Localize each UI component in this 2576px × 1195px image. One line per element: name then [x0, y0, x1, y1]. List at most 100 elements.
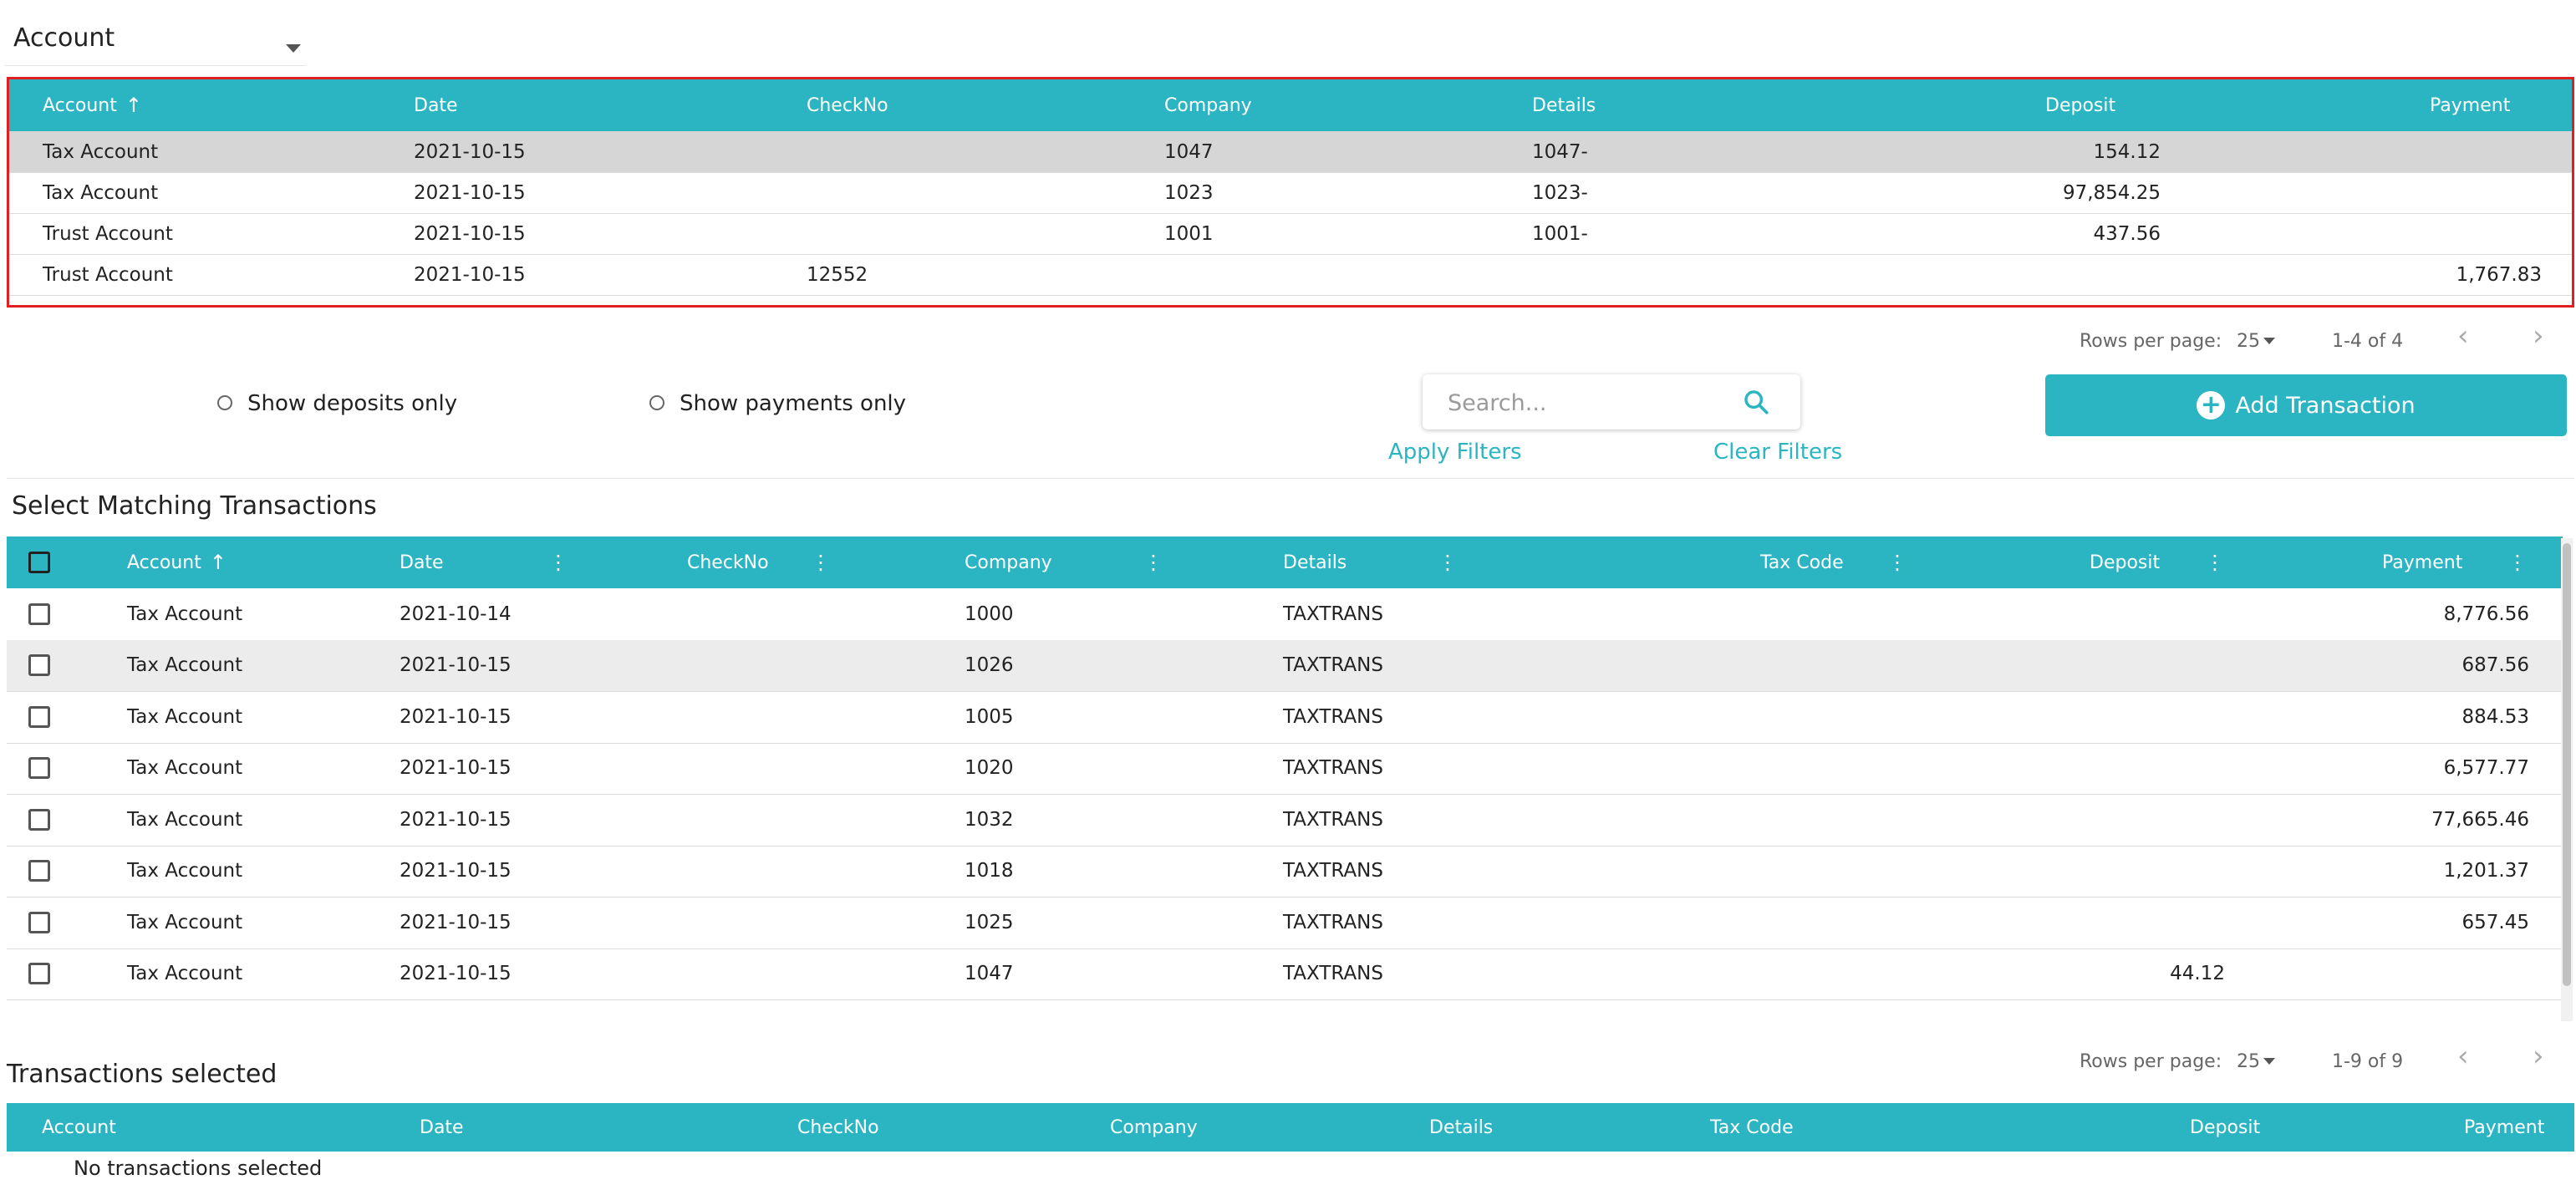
cell-date: 2021-10-15 — [414, 181, 526, 204]
cell-company: 1025 — [965, 911, 1014, 933]
scrollbar-thumb[interactable] — [2563, 543, 2571, 986]
table-row[interactable]: Tax Account 2021-10-15 1018 TAXTRANS 1,201.3… — [7, 846, 2563, 898]
table-row[interactable]: Tax Account 2021-10-15 1025 TAXTRANS 657.45 — [7, 897, 2563, 949]
cell-checkno: 12552 — [807, 263, 868, 286]
table-row[interactable]: Tax Account 2021-10-15 1047 TAXTRANS 44.12 — [7, 948, 2563, 1000]
clear-filters-link[interactable]: Clear Filters — [1713, 440, 1843, 465]
caret-down-icon — [286, 44, 301, 53]
rows-per-page-select[interactable]: 25 — [2237, 1048, 2275, 1075]
row-select-cell — [28, 588, 50, 640]
col-checkno[interactable]: CheckNo — [797, 1116, 879, 1138]
col-payment[interactable]: Payment — [2382, 552, 2463, 573]
payments-only-radio[interactable] — [649, 395, 664, 410]
payments-only-label[interactable]: Show payments only — [680, 391, 907, 416]
row-checkbox[interactable] — [28, 911, 50, 933]
table-row[interactable]: Tax Account 2021-10-14 1000 TAXTRANS 8,776.5… — [7, 588, 2563, 641]
match-section-title: Select Matching Transactions — [12, 491, 377, 521]
cell-company: 1005 — [965, 705, 1014, 728]
arrow-up-icon: ↑ — [125, 94, 142, 117]
table-row[interactable]: Tax Account 2021-10-15 1026 TAXTRANS 687.56 — [7, 639, 2563, 692]
col-deposit[interactable]: Deposit — [2090, 552, 2161, 573]
search-box — [1423, 374, 1800, 430]
cell-company: 1001 — [1164, 222, 1214, 245]
table-row[interactable]: Tax Account 2021-10-15 1023 1023- 97,854.25 — [9, 172, 2572, 214]
col-deposit[interactable]: Deposit — [2190, 1116, 2261, 1138]
row-checkbox[interactable] — [28, 963, 50, 985]
col-details[interactable]: Details — [1532, 94, 1596, 116]
col-date[interactable]: Date — [400, 552, 444, 573]
cell-details: TAXTRANS — [1283, 757, 1383, 780]
select-all-cell — [28, 536, 50, 588]
cell-account: Tax Account — [127, 654, 243, 677]
apply-filters-link[interactable]: Apply Filters — [1388, 440, 1522, 465]
col-tax-code[interactable]: Tax Code — [1710, 1116, 1794, 1138]
cell-date: 2021-10-15 — [400, 911, 512, 933]
rows-per-page-label: Rows per page: — [2080, 330, 2222, 352]
row-checkbox[interactable] — [28, 808, 50, 831]
col-tax-code[interactable]: Tax Code — [1760, 552, 1844, 573]
deposits-only-label[interactable]: Show deposits only — [247, 391, 458, 416]
col-checkno[interactable]: CheckNo — [687, 552, 769, 573]
cell-date: 2021-10-15 — [400, 705, 512, 728]
table-row[interactable]: Trust Account 2021-10-15 12552 1,767.83 — [9, 254, 2572, 296]
table-header: Account Date CheckNo Company Details Tax… — [7, 1103, 2574, 1152]
col-checkno[interactable]: CheckNo — [807, 94, 888, 116]
col-payment[interactable]: Payment — [2464, 1116, 2545, 1138]
account-select[interactable]: Account — [5, 12, 306, 66]
row-checkbox[interactable] — [28, 603, 50, 625]
table-header: Account ↑ Date CheckNo Company Details De… — [9, 79, 2572, 131]
deposits-only-radio[interactable] — [217, 395, 232, 410]
col-date[interactable]: Date — [414, 94, 458, 116]
chevron-right-icon[interactable]: › — [2533, 319, 2544, 353]
col-account[interactable]: Account — [42, 1116, 116, 1138]
rows-per-page-select[interactable]: 25 — [2237, 328, 2275, 354]
kebab-icon[interactable]: ⋮ — [811, 551, 831, 574]
match-pagination: Rows per page: — [2080, 1048, 2222, 1075]
kebab-icon[interactable]: ⋮ — [1887, 551, 1907, 574]
col-payment[interactable]: Payment — [2430, 94, 2511, 116]
cell-payment: 6,577.77 — [2443, 757, 2529, 780]
kebab-icon[interactable]: ⋮ — [2205, 551, 2225, 574]
table-row[interactable]: Tax Account 2021-10-15 1020 TAXTRANS 6,577.7… — [7, 743, 2563, 795]
table-row[interactable]: Tax Account 2021-10-15 1032 TAXTRANS 77,665.… — [7, 794, 2563, 847]
search-icon[interactable] — [1742, 388, 1770, 416]
select-all-checkbox[interactable] — [28, 552, 50, 573]
selected-transactions-table: Account Date CheckNo Company Details Tax… — [7, 1103, 2574, 1195]
plus-circle-icon: + — [2197, 391, 2226, 420]
col-company[interactable]: Company — [1164, 94, 1252, 116]
chevron-left-icon[interactable]: ‹ — [2457, 1040, 2469, 1073]
top-pagination: Rows per page: — [2080, 328, 2222, 354]
search-input[interactable] — [1446, 384, 1725, 421]
col-company[interactable]: Company — [1110, 1116, 1198, 1138]
chevron-right-icon[interactable]: › — [2533, 1040, 2544, 1073]
row-checkbox[interactable] — [28, 705, 50, 728]
row-checkbox[interactable] — [28, 757, 50, 780]
col-account[interactable]: Account ↑ — [43, 94, 142, 117]
row-select-cell — [28, 897, 50, 948]
col-deposit[interactable]: Deposit — [2045, 94, 2116, 116]
col-details[interactable]: Details — [1429, 1116, 1494, 1138]
chevron-left-icon[interactable]: ‹ — [2457, 319, 2469, 353]
kebab-icon[interactable]: ⋮ — [2507, 551, 2528, 574]
table-row[interactable]: Tax Account 2021-10-15 1005 TAXTRANS 884.53 — [7, 691, 2563, 744]
kebab-icon[interactable]: ⋮ — [548, 551, 568, 574]
cell-account: Tax Account — [43, 140, 159, 163]
col-account[interactable]: Account ↑ — [127, 551, 227, 574]
col-company[interactable]: Company — [965, 552, 1052, 573]
caret-down-icon — [2263, 1058, 2275, 1065]
row-select-cell — [28, 743, 50, 795]
row-checkbox[interactable] — [28, 860, 50, 882]
row-checkbox[interactable] — [28, 654, 50, 677]
selected-section-title: Transactions selected — [7, 1060, 277, 1089]
add-transaction-button[interactable]: + Add Transaction — [2045, 374, 2567, 436]
arrow-up-icon: ↑ — [209, 551, 227, 574]
cell-date: 2021-10-15 — [400, 860, 512, 882]
table-row[interactable]: Trust Account 2021-10-15 1001 1001- 437.56 — [9, 213, 2572, 255]
col-date[interactable]: Date — [420, 1116, 464, 1138]
row-select-cell — [28, 948, 50, 1000]
row-select-cell — [28, 794, 50, 846]
table-row[interactable]: Tax Account 2021-10-15 1047 1047- 154.12 — [9, 131, 2572, 173]
kebab-icon[interactable]: ⋮ — [1143, 551, 1163, 574]
col-details[interactable]: Details — [1283, 552, 1347, 573]
kebab-icon[interactable]: ⋮ — [1438, 551, 1458, 574]
